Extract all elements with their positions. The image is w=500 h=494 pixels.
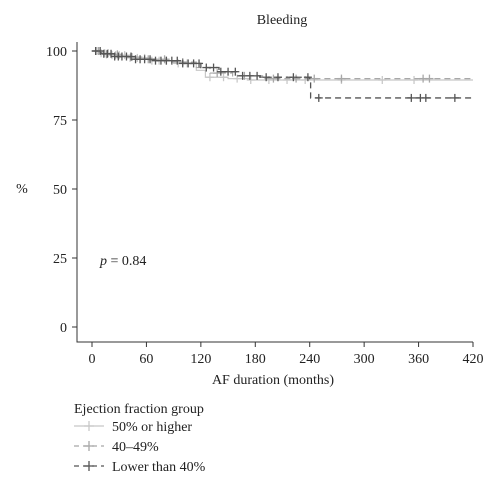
y-tick-label: 0 [60, 321, 67, 336]
censor-mark [269, 74, 278, 83]
series-line [92, 50, 473, 80]
x-tick-label: 60 [139, 352, 153, 367]
x-tick-label: 300 [354, 352, 375, 367]
censor-mark [160, 55, 169, 64]
censor-mark [146, 55, 155, 64]
x-tick-label: 0 [89, 352, 96, 367]
p-value-annotation: p = 0.84 [99, 254, 146, 269]
y-axis-label: % [16, 182, 28, 197]
x-axis-label: AF duration (months) [212, 373, 334, 388]
censor-mark [127, 52, 136, 61]
censor-mark [209, 63, 218, 72]
censor-mark [216, 67, 225, 76]
censor-mark [253, 71, 262, 80]
censor-mark [173, 56, 182, 65]
censor-mark [337, 74, 346, 83]
censor-mark [303, 73, 312, 82]
axis-frame [76, 42, 473, 343]
legend-title: Ejection fraction group [74, 402, 204, 417]
plot-area [91, 47, 473, 102]
censor-mark [407, 93, 416, 102]
censor-mark [450, 93, 459, 102]
legend-label: 50% or higher [112, 420, 192, 435]
x-tick-label: 420 [463, 352, 484, 367]
y-tick-label: 100 [46, 45, 67, 60]
legend-item: 40–49% [74, 440, 159, 455]
censor-mark [205, 73, 214, 82]
censor-mark [233, 74, 242, 83]
censor-mark [213, 69, 222, 78]
legend-item: Lower than 40% [74, 460, 206, 475]
censor-mark [224, 67, 233, 76]
censor-mark [262, 73, 271, 82]
series-line [92, 50, 473, 81]
censor-mark [289, 73, 298, 82]
censor-mark [273, 73, 282, 82]
axes: 0 25 50 75 100 0 60 120 180 240 300 360 420 [46, 42, 484, 367]
censor-mark [314, 93, 323, 102]
censor-mark [246, 75, 255, 84]
censor-mark [378, 75, 387, 84]
censor-mark [231, 67, 240, 76]
censor-mark [425, 74, 434, 83]
censor-mark [195, 59, 204, 68]
legend-label: 40–49% [112, 440, 159, 455]
chart-title: Bleeding [257, 13, 308, 28]
censor-mark [410, 75, 419, 84]
censor-mark [238, 71, 247, 80]
p-symbol: p [99, 254, 107, 269]
x-tick-label: 240 [299, 352, 320, 367]
x-tick-label: 120 [190, 352, 211, 367]
y-tick-label: 25 [53, 252, 67, 267]
censor-mark [219, 73, 228, 82]
x-tick-label: 180 [245, 352, 266, 367]
legend-item: 50% or higher [74, 420, 192, 435]
censor-mark [202, 63, 211, 72]
censor-mark [126, 53, 135, 62]
y-tick-label: 50 [53, 183, 67, 198]
legend-label: Lower than 40% [112, 460, 206, 475]
censor-mark [245, 71, 254, 80]
censor-mark [421, 93, 430, 102]
legend: 50% or higher 40–49% Lower than 40% [74, 420, 206, 475]
x-tick-label: 360 [408, 352, 429, 367]
y-tick-label: 75 [53, 114, 67, 129]
censor-mark [310, 74, 319, 83]
p-value-text: = 0.84 [107, 254, 146, 269]
